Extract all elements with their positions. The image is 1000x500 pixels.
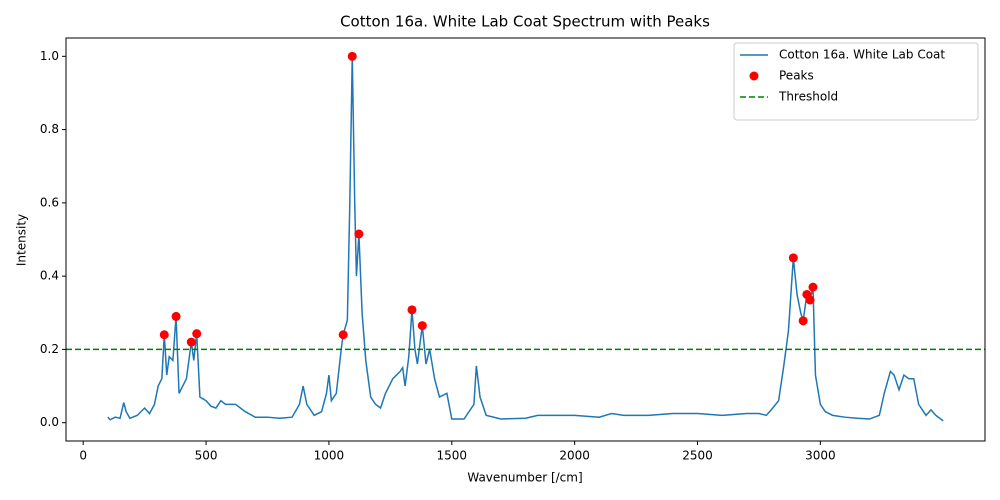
peak-point <box>171 311 181 321</box>
peak-point <box>186 337 196 347</box>
y-tick-label: 0.2 <box>40 342 59 356</box>
x-tick-label: 3000 <box>805 449 836 463</box>
peak-point <box>159 330 169 340</box>
y-tick-label: 0.6 <box>40 195 59 209</box>
plot-frame <box>65 37 986 442</box>
legend-label: Peaks <box>779 69 814 83</box>
peak-point <box>417 321 427 331</box>
peak-point <box>788 253 798 263</box>
peak-point <box>808 282 818 292</box>
legend-label: Threshold <box>778 90 838 104</box>
y-tick-label: 0.4 <box>40 269 59 283</box>
x-tick-label: 500 <box>195 449 218 463</box>
peak-point <box>798 316 808 326</box>
x-axis-label: Wavenumber [/cm] <box>467 471 582 485</box>
y-tick-label: 1.0 <box>40 49 59 63</box>
y-axis-label: Intensity <box>15 214 29 266</box>
x-tick-label: 2000 <box>559 449 590 463</box>
peak-point <box>338 330 348 340</box>
x-tick-label: 1000 <box>314 449 345 463</box>
legend-label: Cotton 16a. White Lab Coat <box>779 48 945 62</box>
x-tick-label: 1500 <box>437 449 468 463</box>
legend-box <box>733 42 979 121</box>
x-tick-label: 2500 <box>682 449 713 463</box>
peak-point <box>407 305 417 315</box>
peak-point <box>192 329 202 339</box>
chart-title: Cotton 16a. White Lab Coat Spectrum with… <box>340 13 710 31</box>
peak-point <box>805 295 815 305</box>
peak-point <box>347 51 357 61</box>
y-tick-label: 0.0 <box>40 415 59 429</box>
peak-point <box>354 229 364 239</box>
legend-marker <box>749 71 759 81</box>
x-tick-label: 0 <box>79 449 87 463</box>
y-tick-label: 0.8 <box>40 122 59 136</box>
